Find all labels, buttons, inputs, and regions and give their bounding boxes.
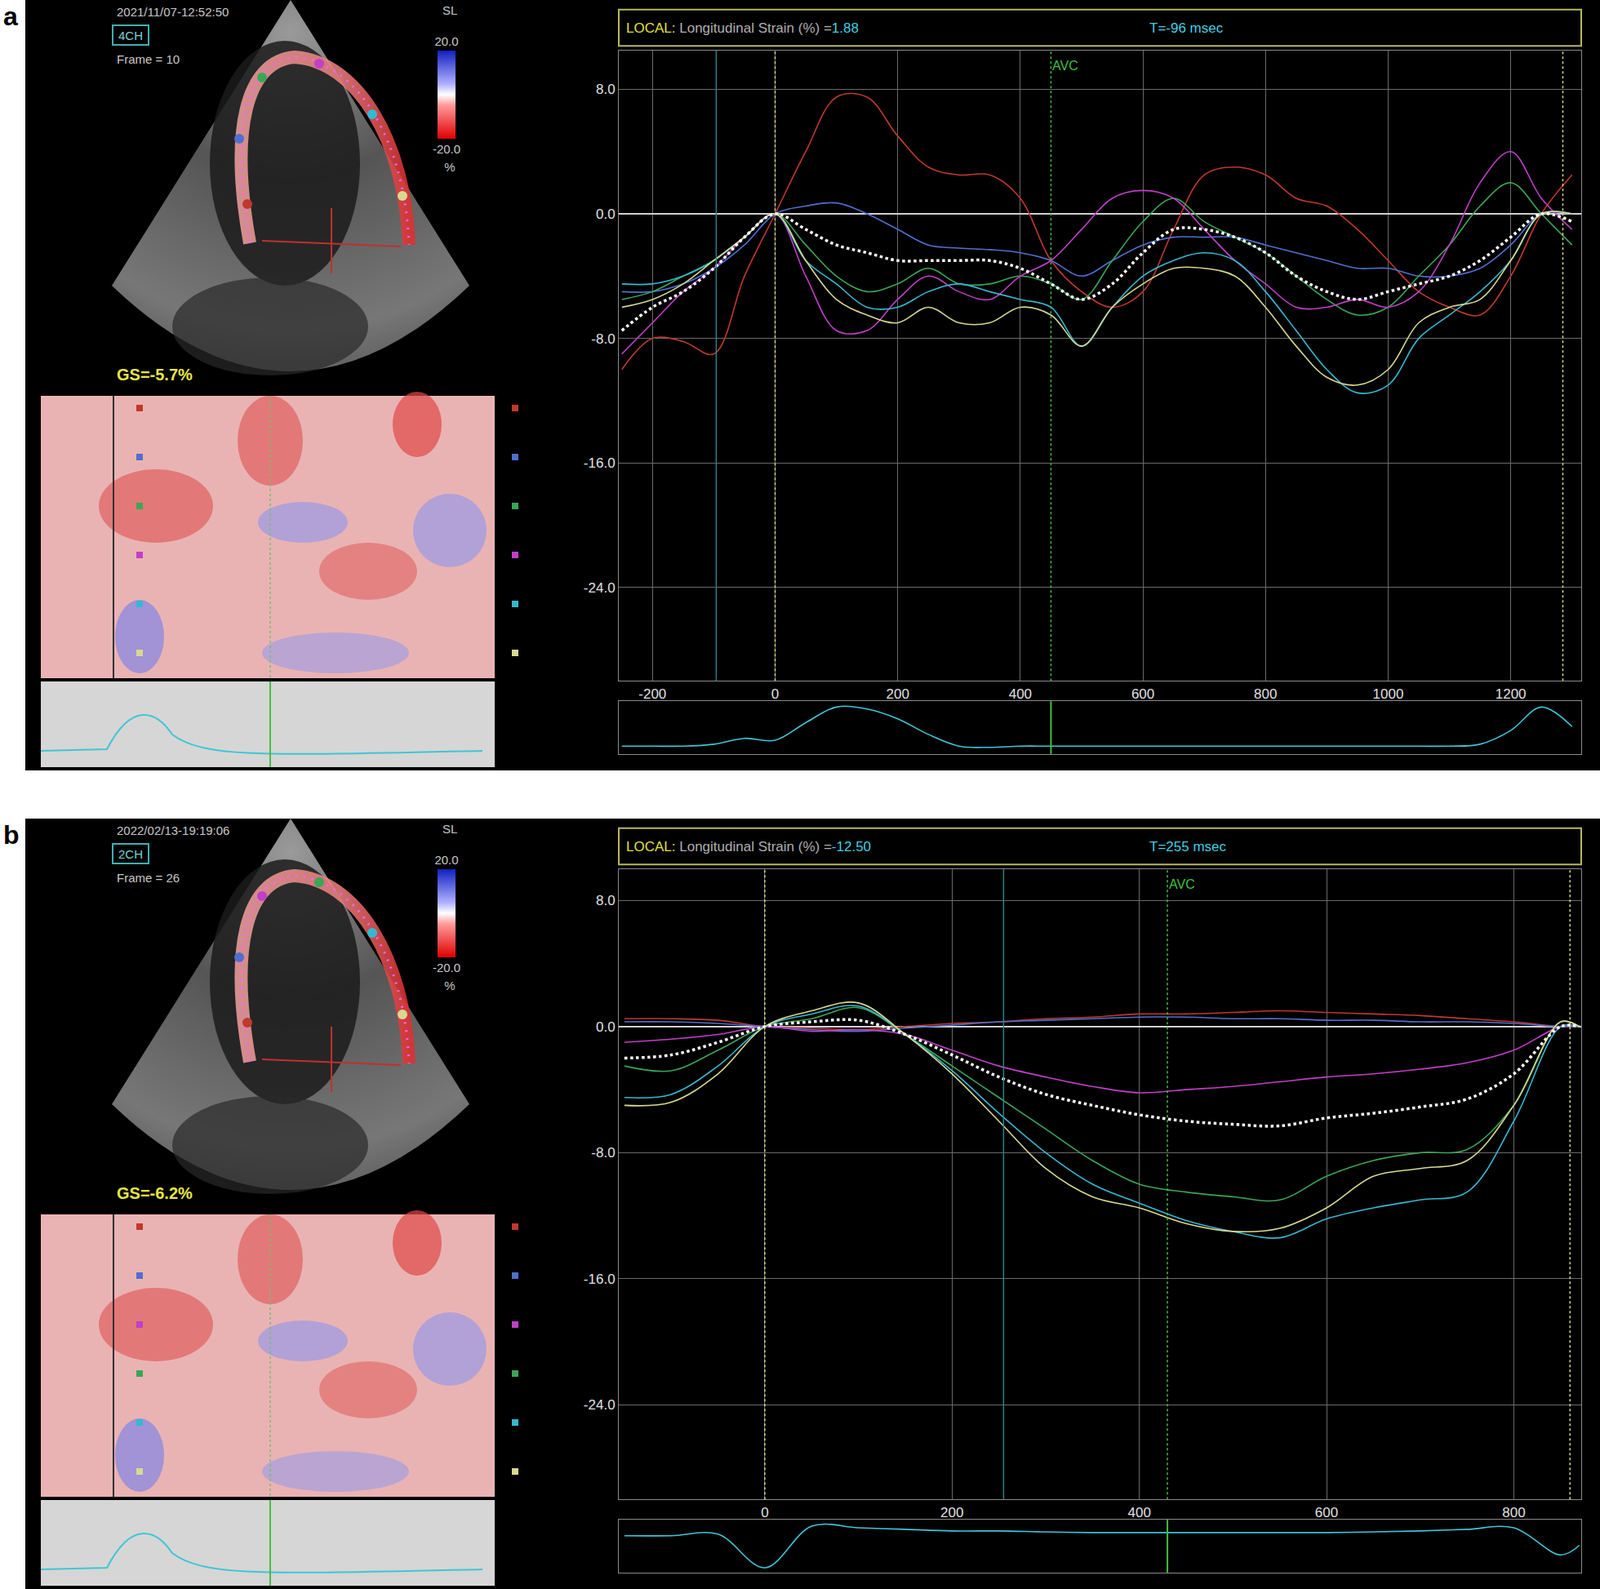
svg-text:1200: 1200	[1495, 686, 1527, 703]
svg-text:Frame = 10: Frame = 10	[116, 52, 180, 67]
svg-text:400: 400	[1127, 1505, 1151, 1521]
svg-text:LOCAL: Longitudinal Strain (%): LOCAL: Longitudinal Strain (%) =-12.50	[626, 839, 872, 855]
svg-text:400: 400	[1008, 686, 1032, 703]
svg-text:8.0: 8.0	[595, 81, 616, 98]
svg-text:-20.0: -20.0	[432, 142, 461, 156]
svg-text:-8.0: -8.0	[591, 331, 615, 347]
svg-text:-24.0: -24.0	[583, 1397, 616, 1414]
svg-text:-16.0: -16.0	[583, 1271, 616, 1288]
svg-text:0.0: 0.0	[595, 206, 616, 223]
svg-text:GS=-6.2%: GS=-6.2%	[116, 1184, 193, 1203]
svg-text:2CH: 2CH	[118, 847, 143, 862]
svg-text:0.0: 0.0	[595, 1019, 616, 1036]
svg-text:0: 0	[771, 686, 779, 703]
svg-text:1000: 1000	[1373, 686, 1405, 703]
svg-text:20.0: 20.0	[434, 853, 458, 867]
svg-text:800: 800	[1502, 1505, 1525, 1521]
svg-text:800: 800	[1253, 686, 1277, 703]
svg-text:4CH: 4CH	[118, 28, 143, 43]
svg-text:GS=-5.7%: GS=-5.7%	[116, 365, 193, 384]
svg-text:20.0: 20.0	[434, 34, 458, 49]
svg-text:0: 0	[760, 1505, 769, 1521]
svg-text:600: 600	[1315, 1505, 1338, 1521]
svg-text:8.0: 8.0	[595, 893, 616, 909]
svg-text:Frame = 26: Frame = 26	[116, 871, 180, 885]
svg-text:SL: SL	[442, 3, 458, 18]
svg-text:200: 200	[940, 1505, 964, 1521]
svg-text:200: 200	[885, 686, 909, 703]
svg-text:2021/11/07-12:52:50: 2021/11/07-12:52:50	[116, 4, 229, 19]
svg-text:-20.0: -20.0	[432, 960, 461, 975]
svg-text:SL: SL	[442, 822, 458, 836]
svg-text:600: 600	[1131, 686, 1155, 703]
svg-text:-200: -200	[638, 686, 667, 703]
svg-text:2022/02/13-19:19:06: 2022/02/13-19:19:06	[116, 823, 230, 838]
svg-text:T=255 msec: T=255 msec	[1149, 839, 1227, 855]
svg-text:LOCAL: Longitudinal Strain (%): LOCAL: Longitudinal Strain (%) =1.88	[626, 20, 859, 36]
svg-text:AVC: AVC	[1052, 58, 1079, 73]
svg-text:AVC: AVC	[1168, 877, 1196, 892]
svg-text:%: %	[444, 978, 455, 993]
html-text:a: a	[3, 1, 18, 32]
svg-text:-16.0: -16.0	[583, 455, 616, 472]
svg-text:-24.0: -24.0	[583, 580, 616, 596]
svg-text:T=-96 msec: T=-96 msec	[1149, 20, 1224, 36]
svg-text:-8.0: -8.0	[591, 1145, 615, 1161]
svg-text:%: %	[444, 160, 455, 174]
html-text:b: b	[3, 820, 20, 850]
